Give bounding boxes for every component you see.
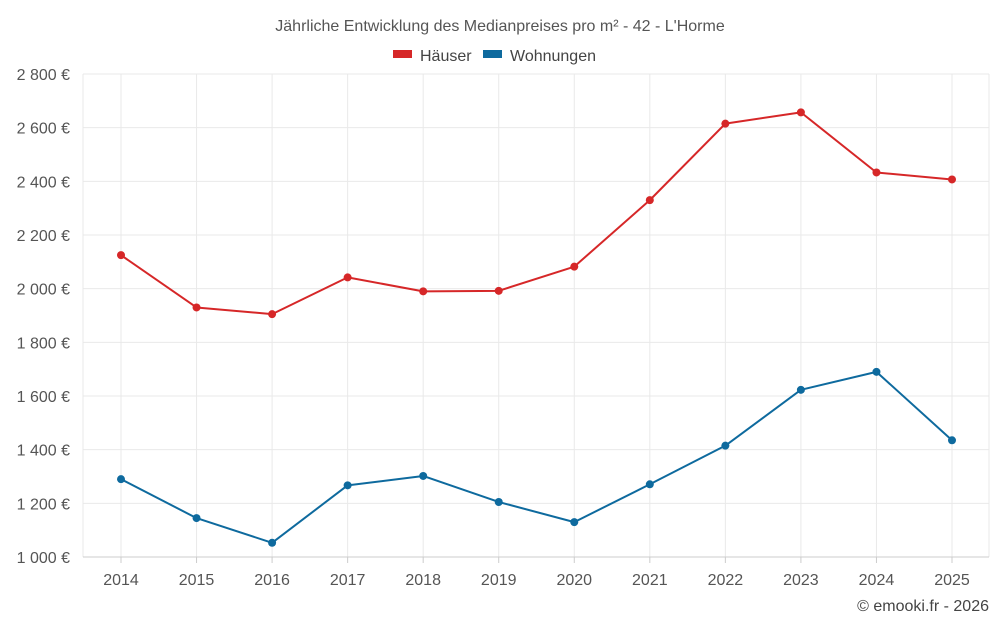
x-tick-label: 2017	[330, 572, 366, 589]
x-tick-label: 2018	[405, 572, 441, 589]
data-point[interactable]	[645, 480, 654, 489]
x-tick-label: 2022	[708, 572, 744, 589]
y-tick-label: 1 400 €	[17, 443, 70, 460]
y-tick-label: 2 000 €	[17, 282, 70, 299]
y-tick-label: 2 200 €	[17, 228, 70, 245]
data-point[interactable]	[570, 518, 579, 527]
x-tick-label: 2025	[934, 572, 970, 589]
legend-swatch	[393, 50, 412, 58]
data-point[interactable]	[872, 367, 881, 376]
data-point[interactable]	[192, 303, 201, 312]
legend-label[interactable]: Wohnungen	[510, 48, 596, 65]
x-tick-label: 2020	[556, 572, 592, 589]
x-tick-label: 2023	[783, 572, 819, 589]
data-point[interactable]	[419, 287, 428, 296]
series-layer	[117, 108, 956, 547]
data-point[interactable]	[494, 286, 503, 295]
y-tick-label: 2 600 €	[17, 121, 70, 138]
series-line-1	[120, 370, 953, 544]
data-point[interactable]	[796, 385, 805, 394]
y-axis: 1 000 € 1 200 € 1 400 € 1 600 € 1 800 € 2 000…	[17, 67, 70, 567]
x-tick-label: 2014	[103, 572, 139, 589]
data-point[interactable]	[268, 310, 277, 319]
data-point[interactable]	[343, 273, 352, 282]
grid-layer	[82, 73, 990, 557]
legend-swatch	[483, 50, 502, 58]
data-point[interactable]	[343, 481, 352, 490]
y-tick-label: 1 200 €	[17, 496, 70, 513]
data-point[interactable]	[721, 119, 730, 128]
data-point[interactable]	[494, 497, 503, 506]
data-point[interactable]	[948, 436, 956, 445]
data-point[interactable]	[192, 514, 201, 523]
x-tick-label: 2016	[254, 572, 290, 589]
x-tick-label: 2024	[859, 572, 895, 589]
y-tick-label: 1 000 €	[17, 550, 70, 567]
data-point[interactable]	[645, 196, 654, 205]
data-point[interactable]	[117, 475, 125, 484]
chart-title: Jährliche Entwicklung des Medianpreises …	[275, 18, 725, 35]
y-tick-label: 2 800 €	[17, 67, 70, 84]
data-point[interactable]	[796, 108, 805, 117]
data-point[interactable]	[268, 538, 277, 547]
data-point[interactable]	[872, 168, 881, 177]
data-point[interactable]	[419, 471, 428, 480]
data-point[interactable]	[721, 441, 730, 450]
x-tick-label: 2015	[179, 572, 215, 589]
x-axis: 2014 2015 2016 2017 2018 2019 2020 2021 2022 2023…	[83, 556, 989, 589]
y-tick-label: 1 600 €	[17, 389, 70, 406]
data-point[interactable]	[570, 262, 579, 271]
x-tick-label: 2021	[632, 572, 668, 589]
x-tick-label: 2019	[481, 572, 517, 589]
credit-text: © emooki.fr - 2026	[857, 598, 989, 615]
data-point[interactable]	[948, 175, 956, 184]
series-line-0	[120, 111, 953, 316]
y-tick-label: 1 800 €	[17, 335, 70, 352]
y-tick-label: 2 400 €	[17, 174, 70, 191]
legend-label[interactable]: Häuser	[420, 48, 472, 65]
data-point[interactable]	[117, 251, 125, 260]
legend: Häuser Wohnungen	[393, 48, 596, 65]
